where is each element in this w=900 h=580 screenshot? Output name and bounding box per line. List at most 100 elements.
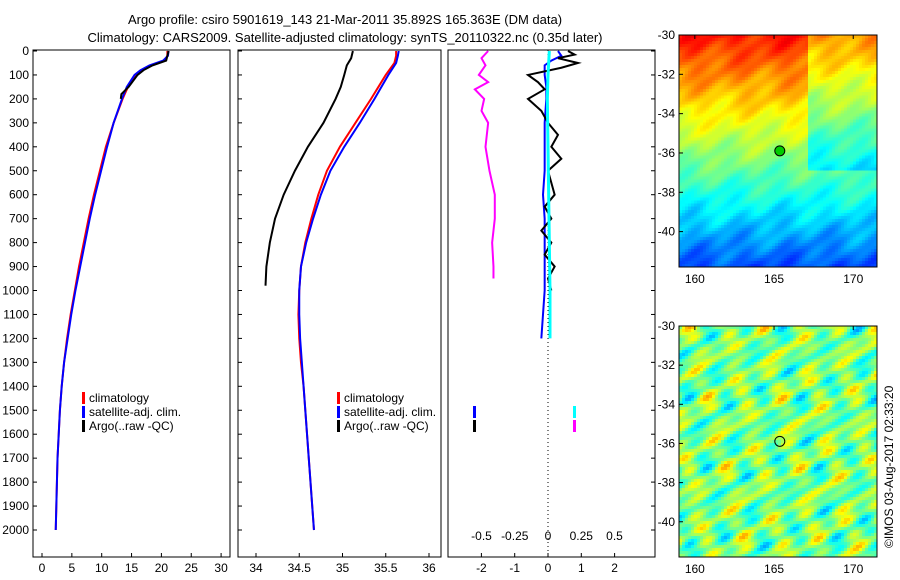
- difference-line-3: [473, 50, 496, 279]
- lon-tick-label: 160: [685, 272, 705, 286]
- s-diff-tick-label: -0.25: [501, 529, 529, 543]
- lon-tick-label: 165: [764, 562, 784, 576]
- legend-swatch: [473, 420, 476, 432]
- salinity-tick-label: 36: [422, 561, 436, 575]
- legend-swatch: [337, 392, 340, 404]
- legend-swatch: [337, 406, 340, 418]
- temperature-line-1: [54, 50, 170, 531]
- temperature-tick-label: 0: [39, 561, 46, 575]
- salinity-line-1: [298, 50, 400, 531]
- t-diff-tick-label: 1: [578, 561, 585, 575]
- map-frame-4: [678, 325, 878, 558]
- temperature-tick-label: 15: [125, 561, 139, 575]
- legend-swatch: [473, 406, 476, 418]
- difference-line-1: [525, 50, 582, 291]
- depth-tick-label: 1600: [2, 427, 29, 441]
- salinity-tick-label: 35: [336, 561, 350, 575]
- lat-tick-label: -38: [658, 185, 676, 199]
- temperature-line-0: [54, 51, 169, 531]
- depth-tick-label: 1900: [2, 499, 29, 513]
- lat-tick-label: -40: [658, 225, 676, 239]
- depth-tick-label: 1000: [2, 284, 29, 298]
- lat-tick-label: -32: [658, 67, 676, 81]
- t-diff-tick-label: -1: [509, 561, 520, 575]
- depth-tick-label: 300: [9, 116, 29, 130]
- lat-tick-label: -40: [658, 515, 676, 529]
- depth-tick-label: 800: [9, 236, 29, 250]
- depth-tick-label: 1700: [2, 451, 29, 465]
- legend-swatch: [573, 406, 576, 418]
- legend-label: Argo(..raw -QC): [89, 419, 174, 433]
- s-diff-tick-label: -0.5: [471, 529, 492, 543]
- legend-label: satellite-adj. clim.: [89, 405, 181, 419]
- legend-swatch: [82, 406, 85, 418]
- legend-label: climatology: [344, 391, 404, 405]
- lat-tick-label: -36: [658, 436, 676, 450]
- depth-tick-label: 1300: [2, 355, 29, 369]
- argo-location-marker: [774, 435, 786, 447]
- lon-tick-label: 170: [843, 272, 863, 286]
- lon-tick-label: 160: [685, 562, 705, 576]
- temperature-tick-label: 20: [155, 561, 169, 575]
- salinity-tick-label: 35.5: [374, 561, 398, 575]
- salinity-line-0: [297, 51, 398, 531]
- difference-line-2: [545, 50, 552, 339]
- depth-tick-label: 1500: [2, 403, 29, 417]
- temperature-line-2: [119, 50, 170, 100]
- depth-tick-label: 700: [9, 212, 29, 226]
- depth-tick-label: 1800: [2, 475, 29, 489]
- lat-tick-label: -30: [658, 319, 676, 333]
- depth-tick-label: 1100: [3, 307, 29, 321]
- t-diff-tick-label: -2: [476, 561, 487, 575]
- temperature-tick-label: 25: [185, 561, 199, 575]
- salinity-tick-label: 34: [249, 561, 263, 575]
- depth-tick-label: 1200: [2, 331, 29, 345]
- title-line2: Climatology: CARS2009. Satellite-adjuste…: [88, 30, 603, 45]
- lon-tick-label: 170: [843, 562, 863, 576]
- lon-tick-label: 165: [764, 272, 784, 286]
- depth-tick-label: 500: [9, 164, 29, 178]
- lat-tick-label: -30: [658, 28, 676, 42]
- s-diff-tick-label: 0: [545, 529, 552, 543]
- legend-swatch: [82, 392, 85, 404]
- depth-tick-label: 200: [9, 92, 29, 106]
- s-diff-tick-label: 0.5: [606, 529, 623, 543]
- s-diff-tick-label: 0.25: [570, 529, 594, 543]
- legend-label: satellite-adj. clim.: [344, 405, 436, 419]
- lat-tick-label: -34: [658, 107, 676, 121]
- temperature-tick-label: 5: [69, 561, 76, 575]
- lat-tick-label: -36: [658, 146, 676, 160]
- depth-tick-label: 2000: [2, 523, 29, 537]
- depth-tick-label: 600: [9, 188, 29, 202]
- legend-swatch: [573, 420, 576, 432]
- lat-tick-label: -34: [658, 397, 676, 411]
- argo-location-marker: [774, 145, 786, 157]
- temperature-tick-label: 10: [95, 561, 109, 575]
- t-diff-tick-label: 2: [611, 561, 618, 575]
- t-diff-tick-label: 0: [545, 561, 552, 575]
- depth-tick-label: 0: [22, 44, 29, 58]
- map-frame-3: [678, 34, 878, 268]
- legend-swatch: [82, 420, 85, 432]
- title-line1: Argo profile: csiro 5901619_143 21-Mar-2…: [128, 12, 562, 27]
- depth-tick-label: 100: [9, 68, 29, 82]
- temperature-panel-frame: [32, 49, 231, 558]
- difference-panel-frame: [447, 49, 656, 558]
- difference-line-0: [540, 50, 563, 339]
- depth-tick-label: 1400: [2, 379, 29, 393]
- copyright: ©IMOS 03-Aug-2017 02:33:20: [882, 385, 896, 548]
- depth-tick-label: 400: [9, 140, 29, 154]
- salinity-tick-label: 34.5: [288, 561, 312, 575]
- lat-tick-label: -32: [658, 358, 676, 372]
- salinity-line-2: [264, 50, 354, 286]
- temperature-tick-label: 30: [214, 561, 228, 575]
- salinity-panel-frame: [237, 49, 442, 558]
- legend-label: climatology: [89, 391, 149, 405]
- lat-tick-label: -38: [658, 476, 676, 490]
- legend-label: Argo(..raw -QC): [344, 419, 429, 433]
- legend-swatch: [337, 420, 340, 432]
- depth-tick-label: 900: [9, 260, 29, 274]
- sla-map: [679, 326, 877, 557]
